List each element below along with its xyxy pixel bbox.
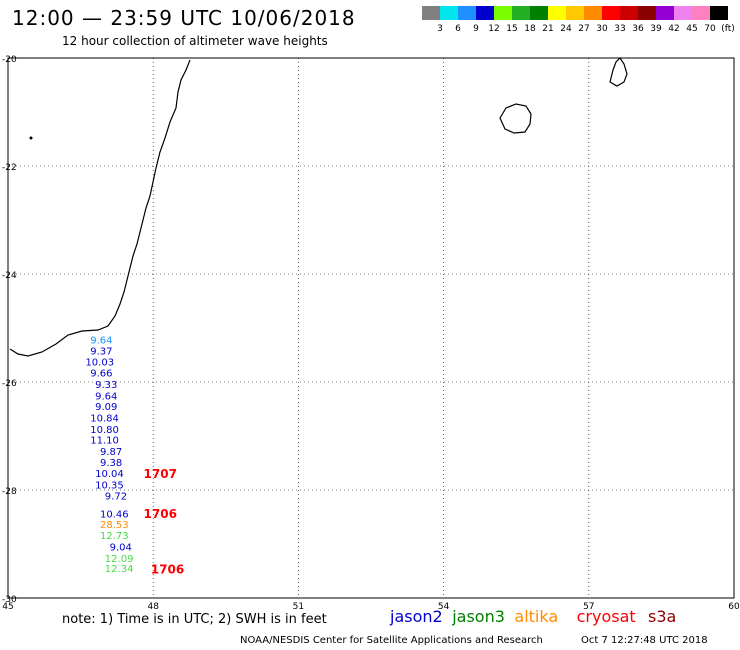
lat-tick-label: -22	[2, 163, 17, 173]
legend-swatch	[710, 6, 728, 20]
pass-time-label: 1707	[144, 467, 177, 481]
wave-height-label: 9.66	[90, 369, 112, 380]
legend-swatch	[674, 6, 692, 20]
lat-tick-label: -26	[2, 379, 17, 389]
legend-swatch	[494, 6, 512, 20]
satellite-name: cryosat	[576, 607, 636, 626]
wave-height-label: 9.37	[90, 346, 112, 357]
wave-height-label: 11.10	[90, 436, 119, 447]
legend-label: (ft)	[721, 24, 735, 34]
legend-label: 39	[650, 24, 662, 34]
legend-swatch	[692, 6, 710, 20]
madagascar-coastline	[9, 59, 191, 357]
legend-label: 45	[686, 24, 698, 34]
wave-height-label: 9.87	[100, 447, 122, 458]
lon-tick-label: 51	[293, 602, 304, 612]
wave-height-label: 10.03	[85, 357, 114, 368]
legend-label: 70	[704, 24, 716, 34]
legend-label: 9	[473, 24, 479, 34]
lon-tick-label: 45	[2, 602, 13, 612]
footer-note: note: 1) Time is in UTC; 2) SWH is in fe…	[62, 612, 327, 627]
legend-label: 12	[488, 24, 500, 34]
legend-swatch	[620, 6, 638, 20]
legend-label: 27	[578, 24, 590, 34]
wave-height-label: 10.04	[95, 469, 124, 480]
lat-tick-label: -24	[2, 271, 17, 281]
credit-text: NOAA/NESDIS Center for Satellite Applica…	[240, 635, 543, 646]
legend-label: 30	[596, 24, 608, 34]
wave-height-label: 9.64	[90, 336, 112, 347]
legend-swatch	[512, 6, 530, 20]
legend-swatch	[602, 6, 620, 20]
legend-swatch	[584, 6, 602, 20]
wave-height-label: 9.09	[95, 402, 117, 413]
satellite-name: s3a	[648, 607, 677, 626]
legend-swatch	[422, 6, 440, 20]
legend-swatch	[548, 6, 566, 20]
legend-label: 33	[614, 24, 626, 34]
legend-swatch	[638, 6, 656, 20]
lon-tick-label: 57	[583, 602, 594, 612]
legend-swatch	[656, 6, 674, 20]
legend-label: 42	[668, 24, 680, 34]
mauritius-island	[609, 57, 628, 87]
legend-label: 18	[524, 24, 536, 34]
page-title: 12:00 — 23:59 UTC 10/06/2018	[12, 6, 356, 30]
legend-label: 15	[506, 24, 518, 34]
wave-height-label: 9.33	[95, 380, 117, 391]
legend-label: 21	[542, 24, 554, 34]
lat-tick-label: -30	[2, 595, 17, 605]
wave-height-label: 9.38	[100, 458, 122, 469]
lat-tick-label: -28	[2, 487, 17, 497]
wave-height-label: 10.46	[100, 510, 129, 521]
legend-label: 3	[437, 24, 443, 34]
wave-height-label: 9.04	[110, 542, 132, 553]
legend-swatch	[458, 6, 476, 20]
page-subtitle: 12 hour collection of altimeter wave hei…	[62, 34, 328, 48]
pass-time-label: 1706	[151, 563, 184, 577]
small-islet	[29, 136, 33, 140]
wave-height-label: 9.64	[95, 391, 117, 402]
reunion-island	[499, 103, 532, 134]
wave-height-label: 28.53	[100, 520, 129, 531]
legend-label: 36	[632, 24, 644, 34]
satellite-name: altika	[514, 607, 559, 626]
pass-time-label: 1706	[144, 507, 177, 521]
legend-swatch	[476, 6, 494, 20]
wave-height-label: 12.34	[105, 564, 134, 575]
generation-timestamp: Oct 7 12:27:48 UTC 2018	[581, 635, 708, 646]
satellite-name: jason3	[452, 607, 505, 626]
legend-label: 6	[455, 24, 461, 34]
satellite-name: jason2	[390, 607, 443, 626]
lon-tick-label: 48	[147, 602, 159, 612]
lon-tick-label: 54	[438, 602, 450, 612]
wave-height-label: 9.72	[105, 492, 127, 503]
wave-height-label: 10.35	[95, 480, 124, 491]
legend-swatch	[530, 6, 548, 20]
lon-tick-label: 60	[728, 602, 740, 612]
wave-height-label: 10.84	[90, 413, 119, 424]
wave-height-label: 12.09	[105, 554, 134, 565]
legend-swatch	[440, 6, 458, 20]
map-frame	[7, 57, 735, 599]
legend-label: 24	[560, 24, 572, 34]
wave-height-label: 10.80	[90, 425, 119, 436]
legend-swatch	[566, 6, 584, 20]
lat-tick-label: -20	[2, 55, 17, 65]
wave-height-label: 12.73	[100, 531, 129, 542]
